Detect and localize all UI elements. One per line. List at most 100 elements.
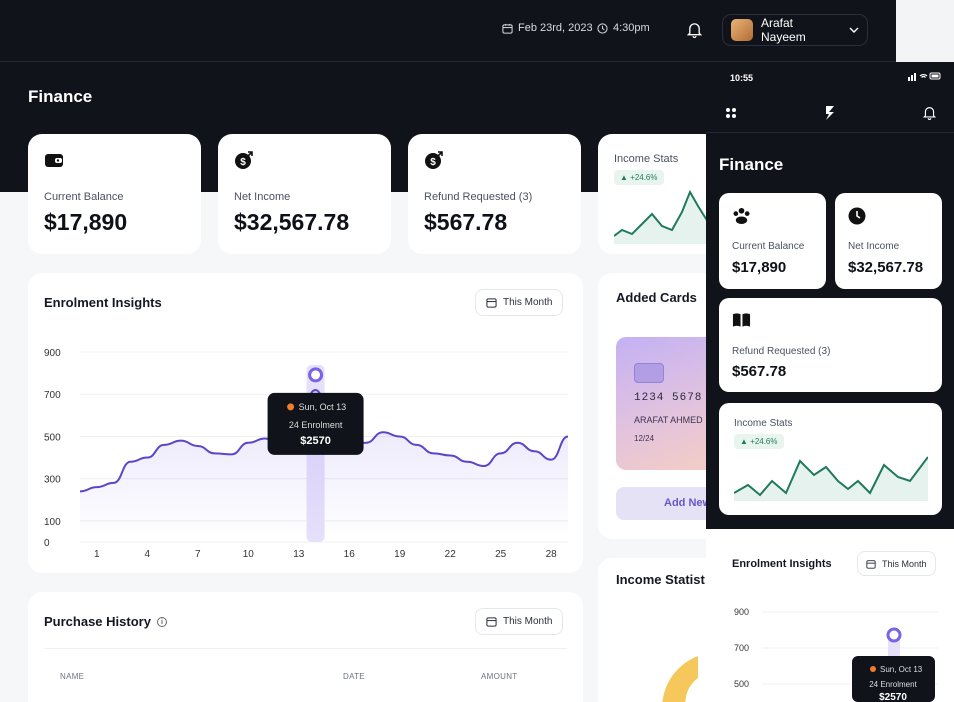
y-tick-label: 500 [44,432,61,443]
income-stats-title: Income Stats [734,418,793,429]
card-expiry: 12/24 [634,434,655,443]
stat-value: $32,567.78 [234,209,350,235]
stat-value: $17,890 [732,259,787,276]
menu-grid-icon[interactable] [725,107,737,119]
enrolment-chart: 900 700 500 300 100 0 1 4 7 10 13 16 19 22 25 28 Sun, Oc… [44,348,569,560]
mobile-income-stats-card: Income Stats ▲ +24.6% [719,403,942,515]
stat-card-refund: $ Refund Requested (3) $567.78 [408,134,581,254]
stat-value: $567.78 [424,209,508,235]
growth-badge-text: +24.6% [750,437,778,446]
info-icon[interactable]: i [156,616,167,627]
x-tick-label: 10 [243,549,255,560]
page-title: Finance [28,87,93,106]
purchase-filter-button[interactable]: This Month [475,608,564,635]
mobile-filter-button[interactable]: This Month [857,551,936,576]
calendar-icon [486,617,497,627]
y-tick: 500 [734,679,749,689]
highlight-point[interactable] [886,627,902,643]
user-name: Arafat Nayeem [761,16,806,44]
mobile-app: 10:55 Finance Current Balance $17,890 Ne… [706,62,954,702]
x-tick-label: 1 [94,549,100,560]
stat-label: Net Income [234,191,291,203]
stat-label: Current Balance [732,241,805,252]
chevron-down-icon [849,27,859,33]
y-tick-label: 100 [44,517,61,528]
x-tick-label: 13 [293,549,305,560]
users-icon [733,207,750,224]
mobile-stat-card-net-income: Net Income $32,567.78 [835,193,942,289]
stat-label: Current Balance [44,191,124,203]
stat-card-balance: Current Balance $17,890 [28,134,201,254]
calendar-icon [866,559,876,569]
growth-badge: ▲ +24.6% [734,434,784,449]
x-tick-label: 19 [394,549,406,560]
time-text: 4:30pm [613,22,650,34]
top-bar: Feb 23rd, 2023 4:30pm Arafat Nayeem [0,0,896,62]
filter-label: This Month [503,616,553,627]
clock-icon [848,207,866,225]
filter-label: This Month [503,297,553,308]
insights-filter-button[interactable]: This Month [475,289,564,316]
notification-bell-icon[interactable] [687,21,702,38]
tooltip-enrolment: 24 Enrolment [289,420,343,430]
logo-icon [826,106,834,120]
income-stats-title: Income Stats [614,153,679,165]
user-menu[interactable]: Arafat Nayeem [722,14,868,46]
card-number: 1234 5678 [634,392,703,404]
x-tick-label: 25 [495,549,507,560]
time-display: 4:30pm [597,22,650,34]
column-header-amount[interactable]: AMOUNT [481,672,518,681]
donut-chart [662,656,698,702]
svg-text:$: $ [240,157,246,168]
x-tick-label: 28 [546,549,558,560]
filter-label: This Month [882,558,927,569]
svg-text:$: $ [430,157,436,168]
card-chip-icon [634,363,664,383]
tooltip-date: Sun, Oct 13 [880,665,923,674]
divider [44,648,567,649]
card-holder: ARAFAT AHMED [634,415,703,425]
y-tick: 700 [734,643,749,653]
y-tick: 900 [734,607,749,617]
y-tick-label: 300 [44,475,61,486]
calendar-icon [486,298,497,308]
stat-label: Refund Requested (3) [732,346,831,357]
area-fill [80,390,568,542]
y-tick-label: 700 [44,390,61,401]
tooltip-amount: $2570 [300,435,331,447]
calendar-icon [502,23,513,34]
clock-icon [597,22,608,34]
purchase-history-title: Purchase History i [44,614,167,629]
added-cards-title: Added Cards [616,290,697,305]
mobile-stat-card-balance: Current Balance $17,890 [719,193,826,289]
column-header-name[interactable]: NAME [60,672,85,681]
tooltip-enrolment: 24 Enrolment [869,680,917,689]
highlight-point[interactable] [308,367,324,383]
income-sparkline [734,456,928,501]
notification-bell-icon[interactable] [923,105,936,120]
growth-badge: ▲ +24.6% [614,170,664,185]
x-tick-label: 22 [445,549,457,560]
stat-value: $17,890 [44,209,128,235]
avatar [731,19,753,41]
date-text: Feb 23rd, 2023 [518,22,593,34]
y-tick-label: 0 [44,538,50,549]
tooltip-date: Sun, Oct 13 [299,402,347,412]
insights-title: Enrolment Insights [44,295,162,310]
x-tick-label: 7 [195,549,201,560]
enrolment-insights-card: Enrolment Insights This Month 900 700 500 3… [28,273,583,573]
mobile-page-title: Finance [719,155,784,174]
tooltip-dot [287,403,295,411]
mobile-stat-card-refund: Refund Requested (3) $567.78 [719,298,942,392]
income-statistics-title: Income Statist [616,572,705,587]
mobile-nav-bar [706,97,954,133]
dollar-refund-icon: $ [425,151,443,169]
stat-value: $567.78 [732,363,787,380]
column-header-date[interactable]: DATE [343,672,365,681]
status-time: 10:55 [730,73,754,83]
x-tick-label: 4 [145,549,151,560]
date-display: Feb 23rd, 2023 [502,22,593,34]
dollar-up-icon: $ [235,151,253,169]
purchase-history-label: Purchase History [44,614,151,629]
tooltip-amount: $2570 [879,692,907,702]
